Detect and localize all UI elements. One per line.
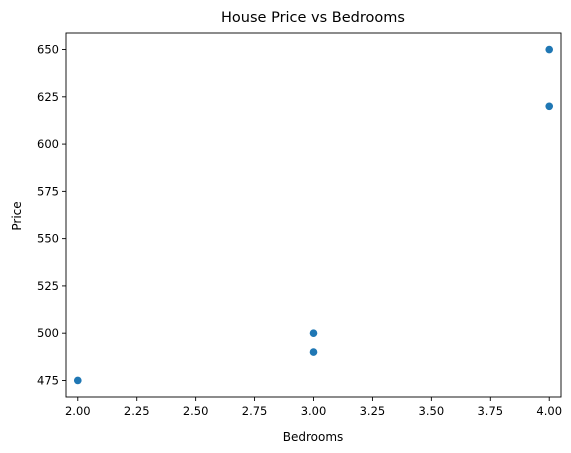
x-tick-label: 2.00: [65, 404, 91, 418]
y-tick-label: 475: [37, 373, 59, 387]
x-tick-label: 2.75: [242, 404, 268, 418]
x-tick-label: 3.25: [360, 404, 386, 418]
y-tick-label: 650: [37, 43, 59, 57]
y-tick-label: 575: [37, 184, 59, 198]
data-point: [545, 45, 554, 54]
axes-frame: [65, 32, 562, 398]
x-tick-label: 3.00: [301, 404, 327, 418]
y-tick-label: 500: [37, 326, 59, 340]
x-tick-label: 3.75: [477, 404, 503, 418]
x-axis-label: Bedrooms: [283, 430, 344, 444]
data-point: [309, 329, 318, 337]
y-axis-label: Price: [10, 201, 24, 230]
y-tick-label: 625: [37, 90, 59, 104]
plot-area: 2.00 2.25 2.50 2.75 3.00 3.25 3.50 3.75 4.00 475 5…: [37, 32, 562, 418]
chart-title: House Price vs Bedrooms: [221, 10, 405, 26]
y-tick-label: 525: [37, 279, 59, 293]
x-tick-label: 3.50: [419, 404, 445, 418]
data-point: [545, 102, 554, 111]
x-tick-label: 2.50: [183, 404, 209, 418]
data-point: [309, 348, 318, 356]
y-tick-label: 550: [37, 232, 59, 246]
x-tick-label: 2.25: [124, 404, 150, 418]
data-point: [73, 376, 82, 385]
y-tick-label: 600: [37, 137, 59, 151]
x-tick-label: 4.00: [536, 404, 562, 418]
